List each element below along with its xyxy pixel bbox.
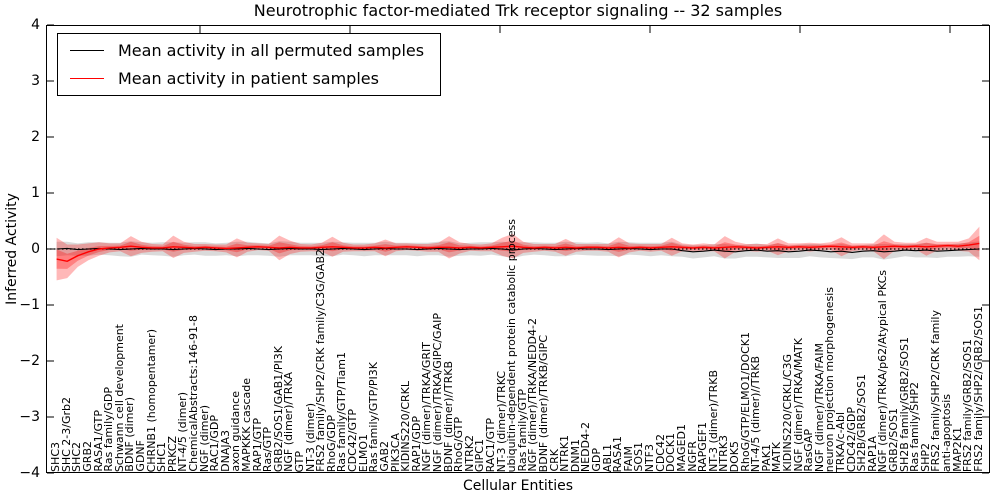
y-tick-label: −1 xyxy=(19,297,40,313)
patient-std-band-outer xyxy=(56,226,980,281)
y-tick-label: 3 xyxy=(31,73,40,89)
legend-label: Mean activity in patient samples xyxy=(118,69,379,88)
permuted-line-sample xyxy=(70,50,104,51)
legend-entry-permuted: Mean activity in all permuted samples xyxy=(70,41,424,60)
permuted-std-band xyxy=(56,241,980,260)
y-tick-label: −3 xyxy=(19,409,40,425)
x-axis-label: Cellular Entities xyxy=(462,478,574,494)
legend-box: Mean activity in all permuted samples Me… xyxy=(57,33,442,96)
y-tick-label: 1 xyxy=(31,185,40,201)
patient-line-sample xyxy=(70,78,104,79)
legend-entry-patient: Mean activity in patient samples xyxy=(70,69,424,88)
patient-std-band-inner xyxy=(56,235,980,269)
y-tick-label: 4 xyxy=(31,17,40,33)
y-tick-label: 2 xyxy=(31,129,40,145)
legend-label: Mean activity in all permuted samples xyxy=(118,41,425,60)
y-tick-label: −4 xyxy=(19,465,40,481)
patient-mean-line xyxy=(56,242,980,263)
y-tick-label: −2 xyxy=(19,353,40,369)
y-tick-label: 0 xyxy=(31,241,40,257)
chart-title: Neurotrophic factor-mediated Trk recepto… xyxy=(253,1,783,20)
permuted-mean-line xyxy=(56,247,980,253)
x-tick-label: FRS2 family/SHP2/GRB2/SOS1 xyxy=(971,306,985,472)
plot-frame xyxy=(46,25,990,473)
